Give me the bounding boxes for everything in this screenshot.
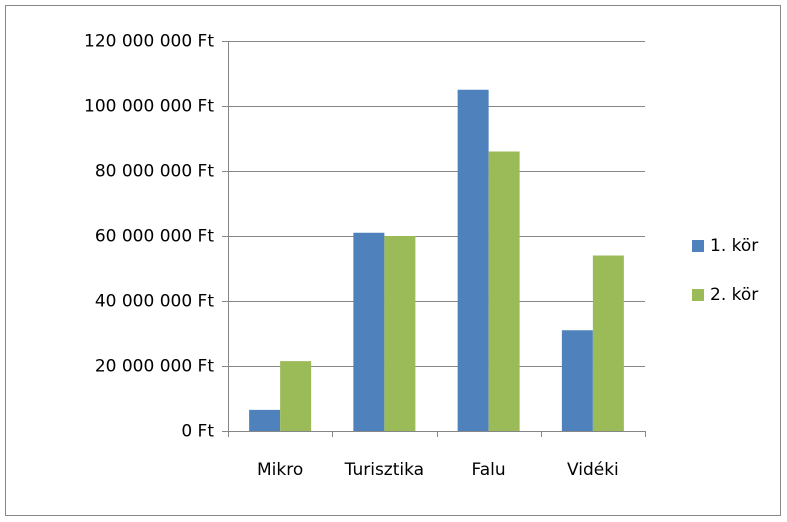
x-tick-label: Turisztika — [344, 460, 424, 480]
bar — [249, 409, 281, 431]
bar — [561, 330, 593, 431]
legend-label: 2. kör — [710, 285, 758, 305]
y-tick-label: 100 000 000 Ft — [84, 97, 214, 117]
bar — [280, 361, 312, 431]
y-tick-label: 80 000 000 Ft — [95, 162, 215, 182]
bar — [592, 255, 624, 431]
legend-swatch — [692, 289, 704, 301]
x-tick-label: Vidéki — [567, 460, 619, 480]
legend-label: 1. kör — [710, 236, 758, 256]
bar — [384, 236, 416, 431]
bar — [457, 89, 489, 431]
y-tick-label: 0 Ft — [181, 422, 214, 442]
x-tick-label: Falu — [472, 460, 506, 480]
bar — [488, 151, 520, 431]
x-tick-label: Mikro — [257, 460, 303, 480]
y-tick-label: 60 000 000 Ft — [95, 227, 215, 247]
legend-swatch — [692, 240, 704, 252]
y-tick-label: 120 000 000 Ft — [84, 32, 214, 52]
bar — [353, 232, 385, 431]
y-tick-label: 20 000 000 Ft — [95, 357, 215, 377]
y-tick-label: 40 000 000 Ft — [95, 292, 215, 312]
